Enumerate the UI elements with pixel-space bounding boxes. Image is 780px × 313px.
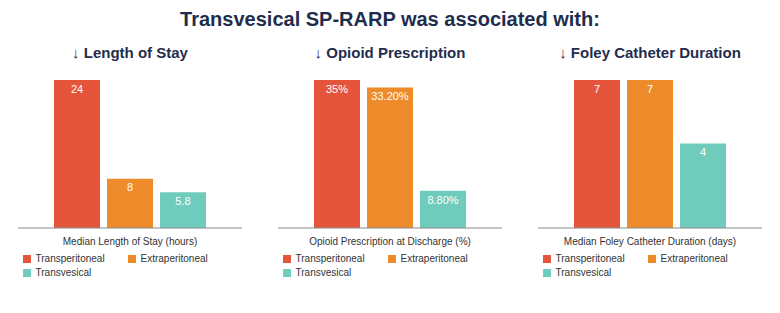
svg-text:5.8: 5.8 <box>175 195 190 207</box>
html-text:Median Foley Catheter Duration: Median Foley Catheter Duration (days) <box>563 236 737 247</box>
html-text:Transvesical: Transvesical <box>555 267 612 278</box>
html-text:Opioid Prescription at Dischar: Opioid Prescription at Discharge (%) <box>309 236 471 247</box>
html-text:Transperitoneal: Transperitoneal <box>555 253 625 264</box>
html-text:Transvesical: Transvesical <box>35 267 92 278</box>
svg-text:8: 8 <box>127 181 133 193</box>
html-text:Transvesical SP-RARP was assoc: Transvesical SP-RARP was associated with… <box>180 8 600 30</box>
html-text:↓ Foley Catheter Duration: ↓ Foley Catheter Duration <box>559 44 741 61</box>
html-text:Extraperitoneal: Extraperitoneal <box>400 253 468 264</box>
html-text:↓ Length of Stay: ↓ Length of Stay <box>72 44 188 61</box>
svg-text:7: 7 <box>594 83 600 95</box>
html-text:Extraperitoneal: Extraperitoneal <box>660 253 728 264</box>
svg-text:35%: 35% <box>326 83 348 95</box>
html-text:Median Length of Stay (hours): Median Length of Stay (hours) <box>62 236 198 247</box>
svg-text:8.80%: 8.80% <box>427 194 458 206</box>
svg-text:7: 7 <box>647 83 653 95</box>
html-text:↓ Opioid Prescription: ↓ Opioid Prescription <box>314 44 466 61</box>
svg-text:24: 24 <box>71 83 83 95</box>
svg-text:33.20%: 33.20% <box>371 90 409 102</box>
svg-text:4: 4 <box>700 146 706 158</box>
html-text:Transperitoneal: Transperitoneal <box>295 253 365 264</box>
html-text:Extraperitoneal: Extraperitoneal <box>140 253 208 264</box>
html-text:Transvesical: Transvesical <box>295 267 352 278</box>
html-text:Transperitoneal: Transperitoneal <box>35 253 105 264</box>
